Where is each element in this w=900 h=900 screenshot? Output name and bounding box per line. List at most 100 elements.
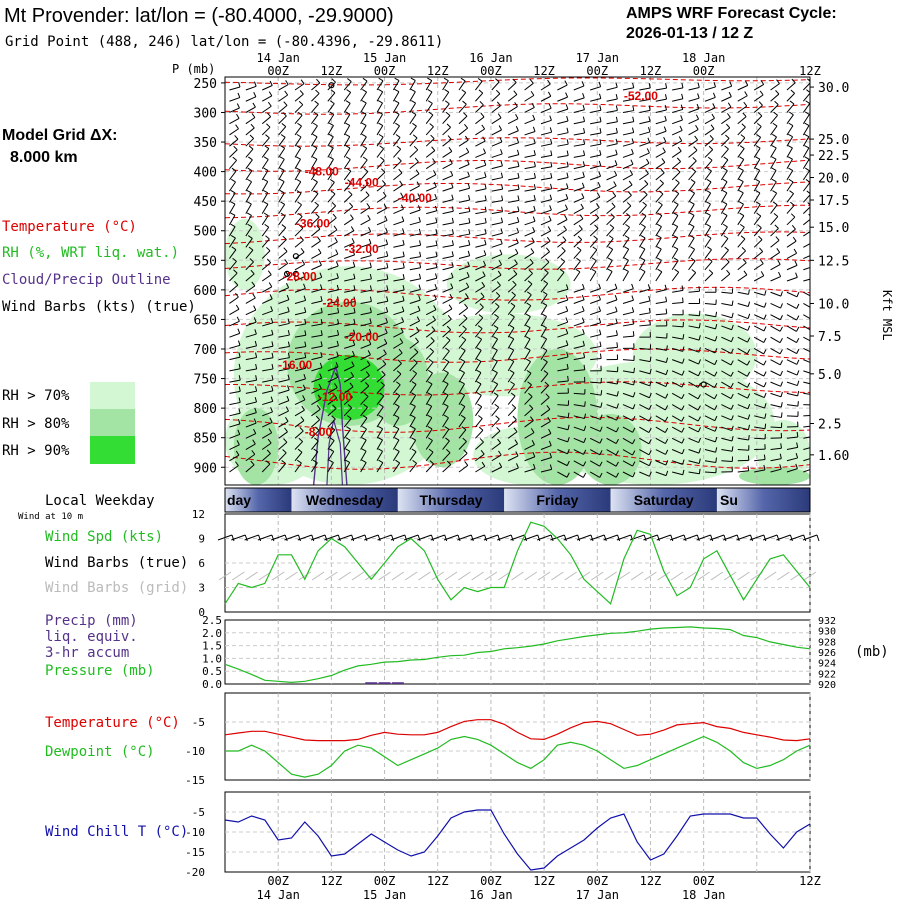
- wind-barb-staff: [753, 227, 762, 237]
- wind-barb-feather: [715, 457, 717, 463]
- weekday-cell: [504, 488, 611, 512]
- wind-barb-feather: [696, 103, 700, 109]
- wind-barb: [507, 102, 518, 113]
- wind-barb: [589, 213, 600, 226]
- wind-barb: [721, 269, 731, 282]
- wind-barb-feather: [380, 156, 385, 161]
- wind-barb: [261, 101, 272, 113]
- wind-barb-feather: [331, 78, 336, 83]
- wind-barb-feather: [631, 138, 635, 144]
- wind-barb-staff: [245, 464, 255, 473]
- wind-barb: [229, 124, 239, 136]
- wind-barb-feather: [251, 281, 256, 287]
- wind-barb-feather: [615, 472, 619, 478]
- wind-barb: [360, 168, 369, 181]
- wind-barb-feather: [255, 375, 258, 381]
- wind-barb-feather: [465, 147, 470, 153]
- wind-barb-staff: [311, 252, 322, 259]
- wind-barb: [311, 224, 321, 237]
- wind-barb-staff: [245, 238, 253, 248]
- wind-barb: [590, 414, 603, 420]
- chill-tick-label: -15: [185, 846, 205, 859]
- wind-barb-staff: [802, 182, 810, 192]
- wind-barb-feather: [616, 378, 619, 385]
- wind-barb-staff: [770, 370, 781, 377]
- wind-barb-staff: [803, 392, 810, 395]
- wind-barb-staff: [606, 86, 618, 91]
- wind-barb: [606, 449, 619, 456]
- wind-barb-feather: [434, 205, 438, 211]
- wind-barb-feather: [449, 293, 453, 299]
- wind-barb-staff: [622, 142, 634, 147]
- wind-barb-staff: [409, 102, 417, 113]
- wind-barb: [409, 262, 422, 271]
- wind-barb-feather: [336, 351, 339, 357]
- wind-barb-staff: [343, 365, 355, 372]
- wind-barb: [278, 294, 290, 304]
- wind-barb-staff: [721, 325, 732, 331]
- wind-barb: [688, 381, 701, 388]
- wind-barb-feather: [477, 403, 483, 408]
- wind-barb-feather: [368, 238, 372, 244]
- true-wind-barb-feather: [377, 534, 381, 542]
- wind-barb-feather: [797, 390, 800, 397]
- true-wind-barb-feather: [244, 534, 248, 542]
- xsec-frame: [224, 76, 811, 486]
- wind-barb-staff: [573, 109, 585, 113]
- wind-barb-staff: [426, 210, 437, 215]
- true-wind-barb-feather: [470, 534, 474, 542]
- wind-barb-feather: [529, 404, 534, 409]
- wind-barb: [311, 284, 323, 293]
- wind-barb-feather: [335, 261, 339, 267]
- wind-barb-staff: [770, 458, 782, 462]
- wind-barb-feather: [517, 172, 520, 178]
- wind-barb-staff: [655, 248, 662, 259]
- wind-barb-staff: [458, 175, 470, 181]
- kft-axis-label: Kft MSL: [880, 290, 894, 341]
- wind-barb-feather: [319, 373, 323, 379]
- wind-barb: [327, 237, 338, 248]
- wind-barb-staff: [426, 277, 437, 282]
- true-wind-barb: [417, 534, 432, 541]
- wind-barb-staff: [573, 176, 585, 181]
- wind-barb: [606, 403, 619, 409]
- wind-barb-staff: [360, 450, 367, 462]
- wind-barb-staff: [327, 265, 339, 271]
- wind-barb-feather: [814, 369, 815, 374]
- wind-barb-feather: [312, 156, 318, 160]
- wind-barb-staff: [671, 215, 679, 226]
- wind-barb: [524, 269, 533, 282]
- wind-barb: [557, 236, 567, 248]
- wind-barb: [590, 128, 602, 136]
- time-tick-label: 12Z: [427, 64, 449, 78]
- wind-barb: [229, 113, 240, 125]
- wind-barb-feather: [401, 317, 405, 323]
- wind-barb: [442, 123, 451, 136]
- wind-barb-feather: [673, 201, 679, 205]
- wind-barb-feather: [286, 395, 290, 401]
- wind-barb-feather: [348, 190, 353, 196]
- wind-barb-staff: [294, 345, 306, 349]
- wind-barb: [507, 427, 518, 439]
- wind-barb-feather: [516, 227, 520, 233]
- wind-barb-feather: [599, 461, 603, 467]
- isotherm-line: [225, 231, 810, 245]
- wind-barb: [770, 347, 783, 355]
- wind-barb: [278, 90, 289, 102]
- wind-barb-staff: [278, 126, 287, 136]
- wind-barb-feather: [402, 228, 405, 234]
- wind-barb-staff: [343, 396, 353, 405]
- true-wind-barb: [297, 534, 312, 541]
- wind-barb-feather: [410, 88, 416, 93]
- wind-barb-staff: [507, 263, 518, 271]
- wind-barb: [491, 270, 502, 282]
- wind-barb-feather: [463, 314, 468, 319]
- wind-barb-feather: [316, 224, 321, 230]
- wind-barb-staff: [327, 366, 339, 372]
- wind-barb-staff: [229, 261, 237, 271]
- wind-barb-staff: [770, 125, 778, 136]
- wind-tick-label: 3: [198, 582, 205, 595]
- precip-tick-label: 0.5: [202, 665, 222, 678]
- wind-barb-feather: [591, 268, 597, 273]
- wind-barb-feather: [648, 427, 652, 433]
